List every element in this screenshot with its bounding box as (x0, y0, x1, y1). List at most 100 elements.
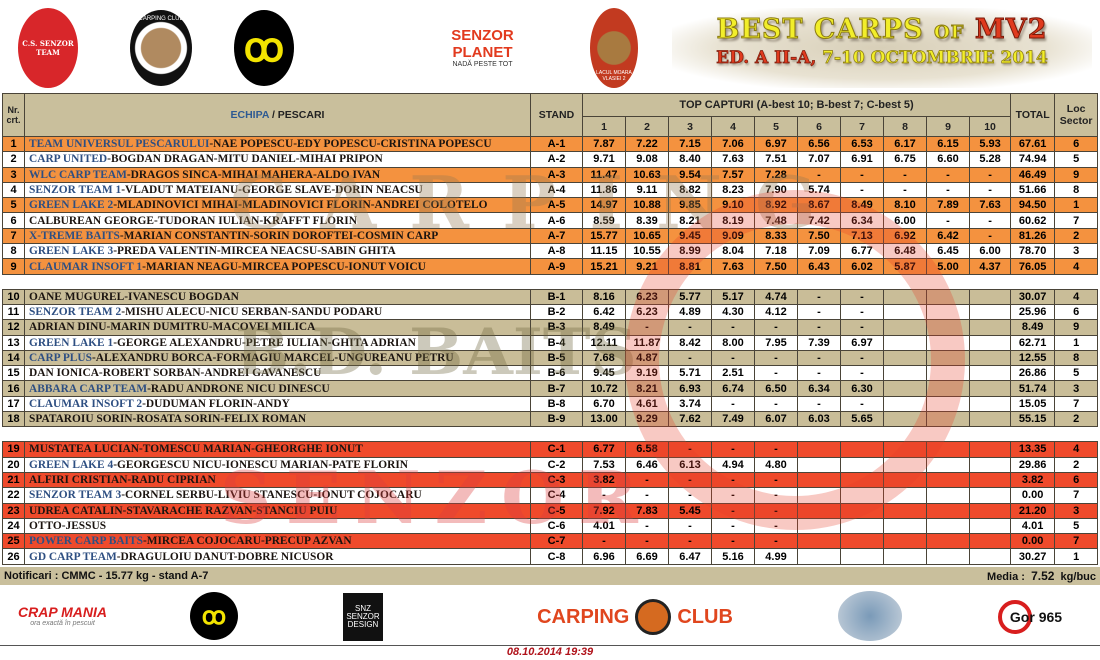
row-number: 17 (2, 395, 25, 413)
catch-weight-cell: 7.57 (711, 166, 755, 183)
catch-weight-cell (883, 349, 927, 367)
catch-weight-cell: 5.71 (668, 365, 712, 382)
catch-weight-cell: - (754, 441, 798, 458)
catch-weight-cell: 6.70 (582, 395, 626, 413)
catch-weight-cell: 6.42 (582, 303, 626, 321)
catch-weight-cell: 8.81 (668, 258, 712, 275)
sector-rank-cell: 6 (1054, 471, 1099, 489)
catch-weight-cell: 8.23 (711, 181, 755, 199)
title-dates: 7-10 OCTOMBRIE 2014 (822, 48, 1048, 69)
total-cell: 0.00 (1010, 533, 1056, 550)
total-cell: 30.27 (1010, 548, 1056, 565)
total-cell: 81.26 (1010, 227, 1056, 245)
sector-rank-cell: 5 (1054, 151, 1099, 168)
fisher-names: -MIRCEA COJOCARU-PRECUP AZVAN (142, 535, 352, 548)
title-mv: MV2 (974, 14, 1048, 46)
catch-weight-cell: 6.97 (840, 334, 884, 351)
club-text: CLUB (677, 605, 733, 628)
row-number: 2 (2, 151, 25, 168)
table-row: 12 ADRIAN DINU-MARIN DUMITRU-MACOVEI MILI… (2, 319, 1099, 336)
catch-weight-cell: 13.00 (582, 411, 626, 428)
team-fishers-cell: ALFIRI CRISTIAN-RADU CIPRIAN (24, 471, 531, 489)
total-cell: 46.49 (1010, 166, 1056, 183)
catch-weight-cell: 8.04 (711, 243, 755, 260)
total-cell: 62.71 (1010, 334, 1056, 351)
table-row: 20 GREEN LAKE 4-GEORGESCU NICU-IONESCU MA… (2, 456, 1099, 473)
team-fishers-cell: CARP UNITED-BOGDAN DRAGAN-MITU DANIEL-MI… (24, 151, 531, 168)
catch-weight-cell: 5.65 (840, 411, 884, 428)
total-cell: 25.96 (1010, 303, 1056, 321)
catch-weight-cell: 8.16 (582, 288, 626, 305)
fisher-names: -GEORGESCU NICU-IONESCU MARIAN-PATE FLOR… (113, 458, 408, 471)
catch-weight-cell (883, 502, 927, 519)
table-row: 4 SENZOR TEAM 1-VLADUT MATEIANU-GEORGE SL… (2, 181, 1099, 199)
catch-weight-cell: 6.56 (797, 135, 841, 153)
total-cell: 94.50 (1010, 197, 1056, 214)
catch-weight-cell: 7.50 (754, 258, 798, 275)
catch-weight-cell: - (840, 319, 884, 336)
catch-weight-cell: 9.11 (625, 181, 669, 199)
media-label: Media : (987, 571, 1025, 583)
sector-rank-cell: 7 (1054, 395, 1099, 413)
team-fishers-cell: GREEN LAKE 2-MLADINOVICI MIHAI-MLADINOVI… (24, 197, 531, 214)
catch-weight-cell: 4.12 (754, 303, 798, 321)
fisher-names: -ALEXANDRU BORCA-FORMAGIU MARCEL-UNGUREA… (91, 352, 454, 364)
catch-weight-cell (797, 517, 841, 535)
catch-weight-cell: 10.55 (625, 243, 669, 260)
catch-weight-cell: 7.63 (711, 151, 755, 168)
col-num-header: 5 (754, 116, 798, 137)
total-cell: 21.20 (1010, 502, 1056, 519)
catch-weight-cell: 4.94 (711, 456, 755, 473)
catch-weight-cell: 9.71 (582, 151, 626, 168)
catch-weight-cell: 8.21 (625, 380, 669, 397)
catch-weight-cell: - (711, 487, 755, 504)
catch-weight-cell: - (754, 517, 798, 535)
row-number: 12 (2, 319, 25, 336)
catch-weight-cell: 7.83 (625, 502, 669, 519)
stand-cell: C-4 (530, 487, 583, 504)
title-edition: ED. A II-A, (716, 48, 817, 69)
catch-weight-cell (883, 548, 927, 565)
catch-weight-cell: 11.87 (625, 334, 669, 351)
catch-weight-cell: 5.17 (711, 288, 755, 305)
total-cell: 8.49 (1010, 319, 1056, 336)
catch-weight-cell: 7.50 (797, 227, 841, 245)
catch-weight-cell: - (926, 181, 970, 199)
senzor-planet-slogan: NADĂ PESTE TOT (452, 60, 513, 68)
catch-weight-cell: 6.34 (840, 212, 884, 229)
stand-cell: A-4 (530, 181, 583, 199)
catch-weight-cell: 6.77 (840, 243, 884, 260)
catch-weight-cell (968, 303, 1012, 321)
team-name: ABBARA CARP TEAM (29, 382, 148, 395)
catch-weight-cell: 12.11 (582, 334, 626, 351)
catch-weight-cell: 6.96 (582, 548, 626, 565)
fisher-names: MUSTATEA LUCIAN-TOMESCU MARIAN-GHEORGHE … (29, 443, 363, 456)
catch-weight-cell: - (926, 212, 970, 229)
table-row: 25 POWER CARP BAITS-MIRCEA COJOCARU-PRECU… (2, 533, 1099, 550)
sector-rank-cell: 1 (1054, 334, 1099, 351)
sector-rank-cell: 4 (1054, 441, 1099, 458)
catch-weight-cell: 4.80 (754, 456, 798, 473)
sector-rank-cell: 2 (1054, 411, 1099, 428)
row-number: 18 (2, 411, 25, 428)
catch-weight-cell: 7.90 (754, 181, 798, 199)
catch-weight-cell: 3.74 (668, 395, 712, 413)
sector-rank-cell: 3 (1054, 502, 1099, 519)
echipa-label: ECHIPA (230, 109, 270, 121)
stand-cell: B-6 (530, 365, 583, 382)
catch-weight-cell (926, 288, 970, 305)
catch-weight-cell: - (883, 166, 927, 183)
catch-weight-cell (926, 487, 970, 504)
catch-weight-cell: - (797, 395, 841, 413)
gor-circle-icon (997, 600, 1032, 634)
catch-weight-cell: 15.21 (582, 258, 626, 275)
fisher-names: -CORNEL SERBU-LIVIU STANESCU-IONUT COJOC… (121, 489, 422, 502)
catch-weight-cell (883, 365, 927, 382)
catch-weight-cell (968, 517, 1012, 535)
catch-weight-cell: - (754, 533, 798, 550)
sector-rank-cell: 6 (1054, 135, 1099, 153)
catch-weight-cell: - (840, 166, 884, 183)
catch-weight-cell: 8.49 (582, 319, 626, 336)
team-fishers-cell: GREEN LAKE 4-GEORGESCU NICU-IONESCU MARI… (24, 456, 531, 473)
table-row: 6 CALBUREAN GEORGE-TUDORAN IULIAN-KRAFFT … (2, 212, 1099, 229)
